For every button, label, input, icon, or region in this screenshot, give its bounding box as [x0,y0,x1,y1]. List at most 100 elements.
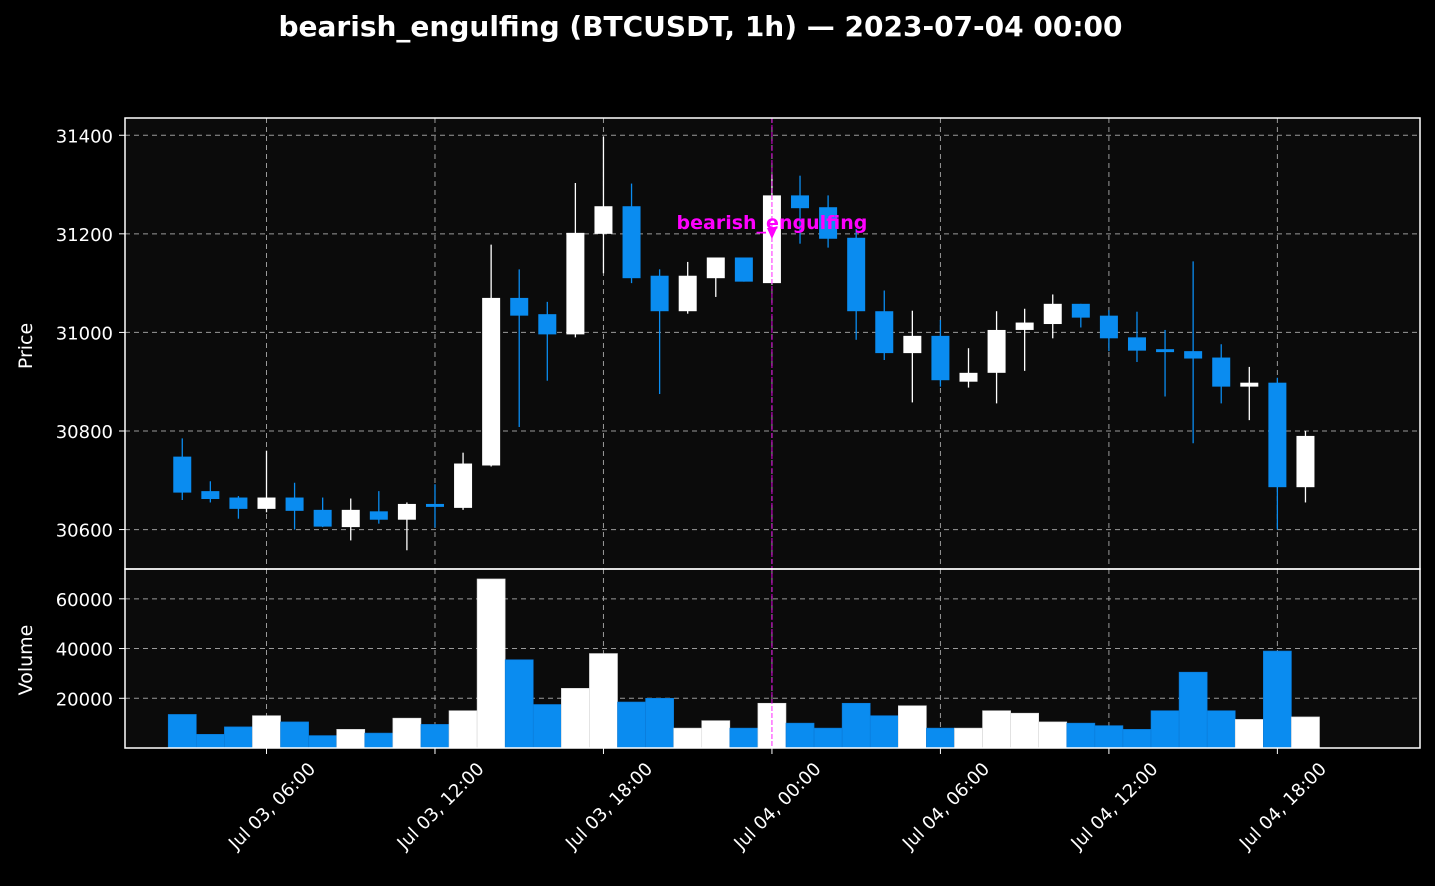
chart-title: bearish_engulfing (BTCUSDT, 1h) — 2023-0… [278,10,1123,43]
candles [173,136,1315,551]
volume-bar [167,714,197,749]
volume-bar [1263,650,1292,749]
time-tick-label: Jul 04, 18:00 [1235,759,1331,855]
volume-bar [420,724,450,749]
candle-body [1268,382,1287,488]
volume-tick-label: 40000 [56,640,113,661]
candle-body [987,329,1006,373]
price-tick-label: 30800 [56,422,113,443]
candle-body [425,503,444,507]
candle-body [538,314,557,335]
volume-bar [729,727,759,749]
volume-bar [617,701,646,749]
candle-body [1212,357,1231,387]
price-axis: 30600 30800 31000 31200 31400 [56,126,125,542]
volume-bar [841,702,871,749]
volume-panel-frame [124,568,1421,749]
volume-bar [645,697,674,749]
volume-bar [869,715,899,749]
price-tick-label: 30600 [56,521,113,542]
candle-body [819,207,838,239]
candle-body [510,297,529,316]
volume-bar [364,732,394,749]
candle-body [1043,303,1062,325]
candle-body [875,311,894,354]
volume-bars [167,578,1320,749]
candle-body [791,195,810,209]
candle-body [1099,315,1118,339]
volume-bar [1010,712,1039,749]
candle-body [847,237,866,312]
candle-body [706,257,725,279]
volume-bar [701,720,731,749]
volume-bar [1234,719,1264,749]
volume-axis: 20000 40000 60000 [56,590,125,710]
volume-bar [252,715,281,749]
time-tick-label: Jul 04, 12:00 [1067,759,1163,855]
candle-body [1240,382,1259,387]
candle-body [678,275,697,312]
candle-body [454,463,473,508]
volume-bar [1122,729,1152,749]
volume-bar [1038,721,1068,749]
volume-bar [1066,722,1096,749]
volume-bar [196,734,225,749]
annotation-marker [766,228,777,239]
candle-body [369,511,388,520]
volume-bar [532,704,562,749]
candle-body [594,206,613,234]
candle-body [1071,303,1090,318]
volume-bar [954,727,983,749]
volume-bar [448,710,478,749]
candle-body [959,372,978,382]
volume-bar [897,705,927,749]
annotation-label: bearish_engulfing [677,212,868,234]
volume-bar [1291,716,1320,749]
candle-body [734,257,753,282]
candle-body [1156,349,1175,353]
volume-bar [308,735,337,749]
volume-bar [1150,710,1180,749]
volume-bar [561,688,590,749]
candle-body [1184,351,1203,359]
candle-body [903,335,922,354]
candle-body [397,503,416,520]
time-tick-label: Jul 04, 06:00 [898,759,994,855]
candle-body [257,497,276,509]
candle-body [229,497,248,509]
volume-bar [280,721,309,749]
time-tick-label: Jul 03, 18:00 [561,759,657,855]
price-tick-label: 31200 [56,225,113,246]
candle-body [482,297,501,466]
price-tick-label: 31000 [56,323,113,344]
volume-bar [392,717,422,749]
volume-bar [1206,710,1236,749]
volume-bar [476,578,506,749]
volume-bar [224,726,253,749]
candle-body [313,509,332,527]
price-tick-label: 31400 [56,126,113,147]
time-tick-label: Jul 04, 00:00 [730,759,826,855]
candle-body [201,491,220,500]
volume-bar [1094,725,1124,749]
volume-bar [813,727,843,749]
pattern-annotation: bearish_engulfing [677,118,868,748]
candle-body [1015,322,1034,330]
volume-bar [336,729,366,749]
candle-body [931,335,950,381]
volume-bar [1178,671,1208,749]
volume-bar [589,653,618,749]
volume-tick-label: 60000 [56,590,113,611]
candle-body [341,509,360,528]
candle-body [1127,337,1146,351]
volume-bar [982,710,1011,749]
candle-body [173,456,192,493]
candle-body [622,206,641,279]
price-axis-label: Price [15,323,37,369]
volume-tick-label: 20000 [56,689,113,710]
candle-body [650,275,669,312]
time-axis: Jul 03, 06:00 Jul 03, 12:00 Jul 03, 18:00 J… [224,748,1331,855]
candle-body [285,497,304,511]
volume-bar [926,727,955,749]
